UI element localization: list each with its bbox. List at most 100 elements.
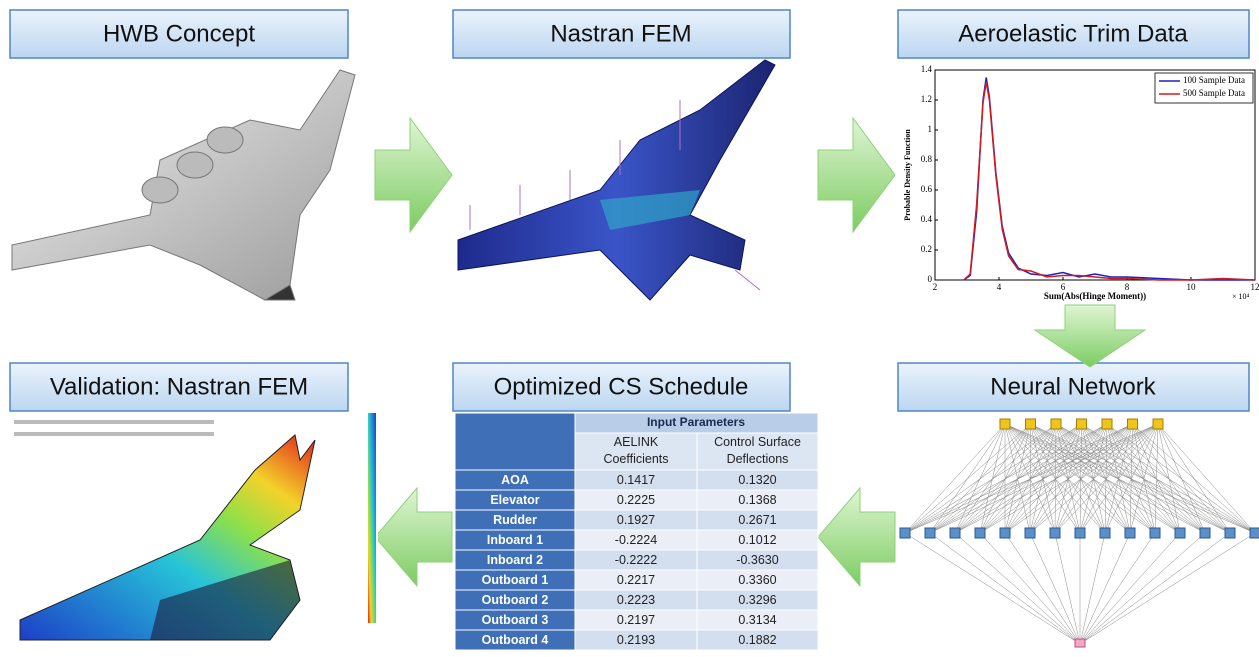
connection (1055, 533, 1080, 644)
connection (905, 424, 1107, 533)
connection (1080, 533, 1255, 644)
connection (955, 533, 1080, 644)
row-label: Outboard 1 (482, 573, 549, 587)
input-node (1051, 419, 1061, 429)
y-axis-label: Probable Density Function (903, 129, 912, 221)
connection (905, 533, 1080, 644)
row-label: Rudder (493, 513, 537, 527)
x-tick-label: 4 (997, 282, 1002, 292)
table-value: 0.1320 (738, 473, 776, 487)
table-value: 0.2671 (738, 513, 776, 527)
table-value: 0.2217 (617, 573, 655, 587)
column-header-line: Control Surface (714, 435, 801, 449)
panel-title: Optimized CS Schedule (494, 373, 749, 400)
hidden-node (1175, 528, 1185, 538)
arrow-right (375, 118, 452, 232)
series-line (964, 82, 1255, 280)
connection (930, 424, 1158, 533)
connection (980, 533, 1080, 644)
output-node (1075, 639, 1085, 647)
y-tick-label: 0.2 (921, 244, 932, 254)
row-label: Outboard 4 (482, 633, 549, 647)
input-node (1000, 419, 1010, 429)
panel-title: HWB Concept (103, 20, 255, 47)
row-label: AOA (501, 473, 529, 487)
column-header-line: Coefficients (603, 452, 668, 466)
table-value: 0.3360 (738, 573, 776, 587)
column-header-line: Deflections (727, 452, 789, 466)
hidden-node (1125, 528, 1135, 538)
row-label: Inboard 1 (487, 533, 543, 547)
input-node (1128, 419, 1138, 429)
connection (1158, 424, 1255, 533)
table-value: 0.1927 (617, 513, 655, 527)
table-value: 0.1882 (738, 633, 776, 647)
arrow-left (818, 488, 895, 586)
x-tick-label: 2 (933, 282, 938, 292)
connection (1080, 533, 1105, 644)
legend-label: 500 Sample Data (1183, 88, 1245, 98)
hidden-node (975, 528, 985, 538)
table-value: 0.1417 (617, 473, 655, 487)
hidden-node (1150, 528, 1160, 538)
connection (905, 424, 1056, 533)
table-value: 0.3296 (738, 593, 776, 607)
x-tick-label: 12 (1251, 282, 1259, 292)
table-value: -0.2222 (615, 553, 657, 567)
legend-label: 100 Sample Data (1183, 75, 1245, 85)
table-value: 0.2193 (617, 633, 655, 647)
hidden-node (1050, 528, 1060, 538)
panel-title: Validation: Nastran FEM (50, 373, 308, 400)
input-node (1102, 419, 1112, 429)
connection (905, 424, 1031, 533)
hidden-node (925, 528, 935, 538)
table-value: 0.1368 (738, 493, 776, 507)
arrow-left (375, 488, 452, 586)
hidden-node (1225, 528, 1235, 538)
hidden-node (1075, 528, 1085, 538)
table-value: 0.2225 (617, 493, 655, 507)
row-label: Elevator (490, 493, 539, 507)
row-label: Inboard 2 (487, 553, 543, 567)
connection (1080, 533, 1180, 644)
table-value: 0.1012 (738, 533, 776, 547)
panel-title: Nastran FEM (550, 20, 691, 47)
validation-image (12, 413, 378, 650)
fem-model-image (458, 60, 775, 300)
connection (1080, 533, 1130, 644)
x-tick-label: 8 (1125, 282, 1130, 292)
hwb-aircraft-image (12, 70, 355, 300)
connection (1080, 533, 1230, 644)
x-axis-label: Sum(Abs(Hinge Moment)) (1044, 291, 1146, 301)
x-multiplier: × 10⁴ (1232, 292, 1250, 301)
input-node (1026, 419, 1036, 429)
row-label: Outboard 3 (482, 613, 549, 627)
connection (1030, 533, 1080, 644)
trim-chart: Sum(Abs(Hinge Moment)) × 10⁴ Probable De… (903, 64, 1259, 301)
x-tick-label: 6 (1061, 282, 1066, 292)
connection (1005, 533, 1080, 644)
connection (905, 424, 1133, 533)
table-value: -0.2224 (615, 533, 657, 547)
input-node (1077, 419, 1087, 429)
y-tick-label: 0.8 (921, 154, 933, 164)
header-cell (455, 413, 575, 470)
hidden-node (1000, 528, 1010, 538)
table-value: -0.3630 (736, 553, 778, 567)
hidden-node (1100, 528, 1110, 538)
connection (1080, 533, 1155, 644)
y-tick-label: 1.2 (921, 94, 932, 104)
row-label: Outboard 2 (482, 593, 549, 607)
y-tick-label: 0.6 (921, 184, 933, 194)
hidden-node (900, 528, 910, 538)
panel-title: Neural Network (990, 373, 1156, 400)
column-header-line: AELINK (614, 435, 659, 449)
x-tick-label: 10 (1187, 282, 1197, 292)
input-node (1153, 419, 1163, 429)
y-tick-label: 0.4 (921, 214, 933, 224)
group-header: Input Parameters (647, 415, 745, 429)
arrow-right (818, 118, 895, 232)
arrow-down (1035, 305, 1145, 367)
y-tick-label: 1.4 (921, 64, 933, 74)
